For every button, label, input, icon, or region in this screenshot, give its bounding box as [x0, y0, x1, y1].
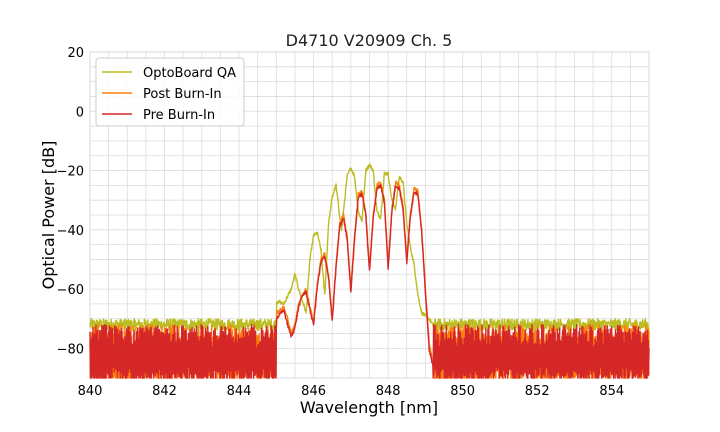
x-tick-label: 848 [376, 384, 401, 399]
y-tick-label: −80 [57, 342, 84, 357]
x-tick-label: 854 [599, 384, 624, 399]
legend-box [95, 57, 245, 127]
chart-title: D4710 V20909 Ch. 5 [286, 31, 453, 50]
x-tick-label: 852 [525, 384, 550, 399]
y-tick-label: 0 [76, 105, 84, 120]
y-tick-label: −40 [57, 224, 84, 239]
y-axis-label: Optical Power [dB] [39, 141, 58, 290]
series-lines [89, 163, 650, 379]
legend-label: Pre Burn-In [143, 108, 215, 123]
legend-label: OptoBoard QA [143, 66, 236, 81]
y-tick-label: −60 [57, 283, 84, 298]
x-tick-label: 846 [301, 384, 326, 399]
x-tick-label: 842 [152, 384, 177, 399]
legend: OptoBoard QA Post Burn-In Pre Burn-In [95, 57, 245, 127]
y-tick-label: 20 [67, 46, 84, 61]
y-tick-label: −20 [57, 165, 84, 180]
x-tick-label: 844 [227, 384, 252, 399]
x-tick-label: 840 [78, 384, 103, 399]
series-line [89, 183, 650, 379]
legend-label: Post Burn-In [143, 87, 222, 102]
x-tick-label: 850 [450, 384, 475, 399]
tick-labels: 840 842 844 846 848 850 852 854 −80 −60 −40 −20 0 20 [57, 46, 625, 399]
x-axis-label: Wavelength [nm] [300, 398, 438, 417]
